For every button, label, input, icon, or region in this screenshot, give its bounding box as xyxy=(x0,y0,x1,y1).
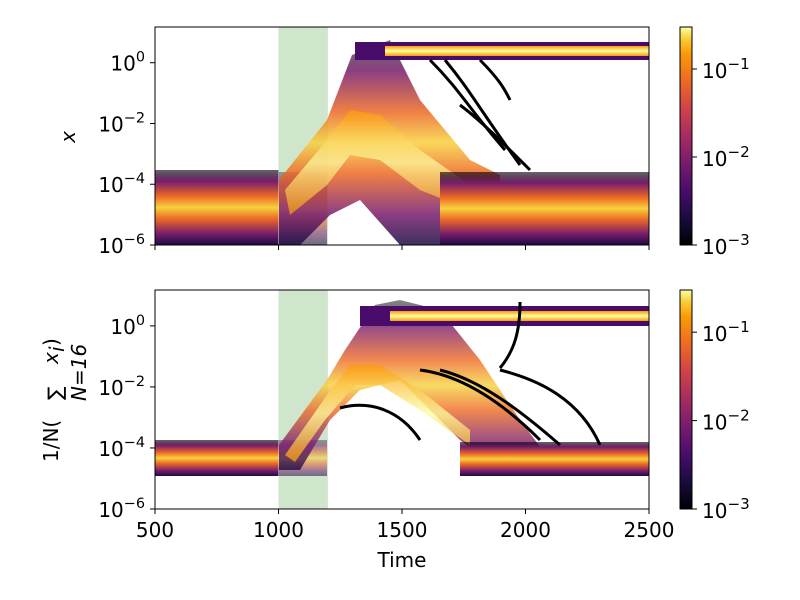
top-colorbar: 10−3 10−2 10−1 xyxy=(679,26,750,259)
top-heatmap-data xyxy=(155,27,649,245)
bottom-trajectory-line-3 xyxy=(499,368,602,446)
bottom-colorbar-tick-label-−2: 10−2 xyxy=(702,407,750,435)
bottom-heatmap-panel: 500 1000 1500 2000 2500 10−6 10−4 10−2 100 1/N(… xyxy=(39,289,750,572)
top-baseline-band-early xyxy=(155,170,279,245)
bottom-x-ticks: 500 1000 1500 2000 2500 xyxy=(136,509,675,542)
bottom-y-label-sub: N=16 xyxy=(67,344,91,401)
bottom-y-label-var: x xyxy=(39,352,63,365)
top-x-ticks xyxy=(154,245,650,250)
bottom-colorbar-ticks: 10−3 10−2 10−1 xyxy=(692,318,750,523)
top-colorbar-tick-label-−2: 10−2 xyxy=(702,143,750,171)
top-heatmap-panel: 10−6 10−4 10−2 100 x 10−3 10−2 10−1 xyxy=(56,26,750,259)
top-colorbar-tick-label-−1: 10−1 xyxy=(702,55,750,83)
bottom-colorbar-gradient xyxy=(680,290,692,509)
bottom-trajectory-line-5 xyxy=(339,403,422,441)
top-upper-band-hot xyxy=(385,46,649,56)
top-colorbar-ticks: 10−3 10−2 10−1 xyxy=(692,55,750,259)
top-ramp-core xyxy=(285,110,470,215)
bottom-heatmap-data xyxy=(155,290,649,509)
top-trajectory-line-1 xyxy=(428,58,507,151)
top-y-axis-label: x xyxy=(56,131,80,144)
top-y-tick-label-−6: 10−6 xyxy=(98,232,145,258)
top-y-tick-label-−4: 10−4 xyxy=(98,171,145,197)
bottom-y-axis-label: 1/N( ∑ N=16 x i ) xyxy=(39,338,91,462)
bottom-ramp-core xyxy=(285,365,470,462)
bottom-baseline-band-early xyxy=(155,440,279,476)
top-colorbar-frame xyxy=(679,26,693,246)
bottom-colorbar-tick-label-−3: 10−3 xyxy=(702,495,750,523)
top-white-dip xyxy=(335,215,375,245)
bottom-colorbar: 10−3 10−2 10−1 xyxy=(679,289,750,523)
top-y-axis-label-text: x xyxy=(56,131,80,144)
top-baseline-band-late xyxy=(440,172,649,245)
bottom-y-tick-label-0: 100 xyxy=(110,313,145,339)
bottom-trajectory-line-4 xyxy=(498,301,522,369)
bottom-x-tick-label-1500: 1500 xyxy=(377,518,428,542)
bottom-y-tick-label-−6: 10−6 xyxy=(98,496,145,522)
bottom-x-tick-label-2500: 2500 xyxy=(624,518,675,542)
top-right-edge-gap xyxy=(620,62,649,72)
top-trajectory-line-4 xyxy=(459,103,532,172)
top-colorbar-gradient xyxy=(680,27,692,245)
bottom-y-tick-label-−4: 10−4 xyxy=(98,435,145,461)
bottom-colorbar-frame xyxy=(679,289,693,510)
bottom-y-tick-label-−2: 10−2 xyxy=(98,374,145,400)
bottom-baseline-band-late xyxy=(460,442,649,476)
top-y-tick-label-−2: 10−2 xyxy=(98,110,145,136)
bottom-x-axis-label: Time xyxy=(377,548,427,572)
bottom-rising-ramp xyxy=(279,300,550,470)
bottom-y-label-sum: ∑ xyxy=(43,386,67,400)
bottom-trajectory-line-2 xyxy=(419,368,542,442)
bottom-x-tick-label-500: 500 xyxy=(136,518,174,542)
bottom-x-tick-label-2000: 2000 xyxy=(500,518,551,542)
bottom-x-tick-label-1000: 1000 xyxy=(253,518,304,542)
bottom-y-label-var-sub: i xyxy=(45,346,69,352)
bottom-y-ticks: 10−6 10−4 10−2 100 xyxy=(98,313,155,522)
bottom-trajectory-line-1 xyxy=(439,368,561,447)
top-colorbar-tick-label-−3: 10−3 xyxy=(702,231,750,259)
top-y-tick-label-0: 100 xyxy=(110,50,145,76)
bottom-y-label-suffix: ) xyxy=(39,338,63,346)
bottom-y-label-prefix: 1/N( xyxy=(39,420,63,462)
top-trajectory-line-3 xyxy=(478,58,512,101)
bottom-colorbar-tick-label-−1: 10−1 xyxy=(702,318,750,346)
top-y-ticks: 10−6 10−4 10−2 100 xyxy=(98,50,155,258)
